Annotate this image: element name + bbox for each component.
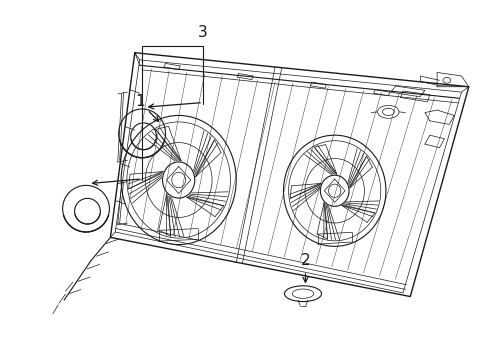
Text: 1: 1 — [135, 94, 159, 121]
Text: 2: 2 — [300, 253, 309, 282]
Text: 3: 3 — [198, 26, 207, 40]
